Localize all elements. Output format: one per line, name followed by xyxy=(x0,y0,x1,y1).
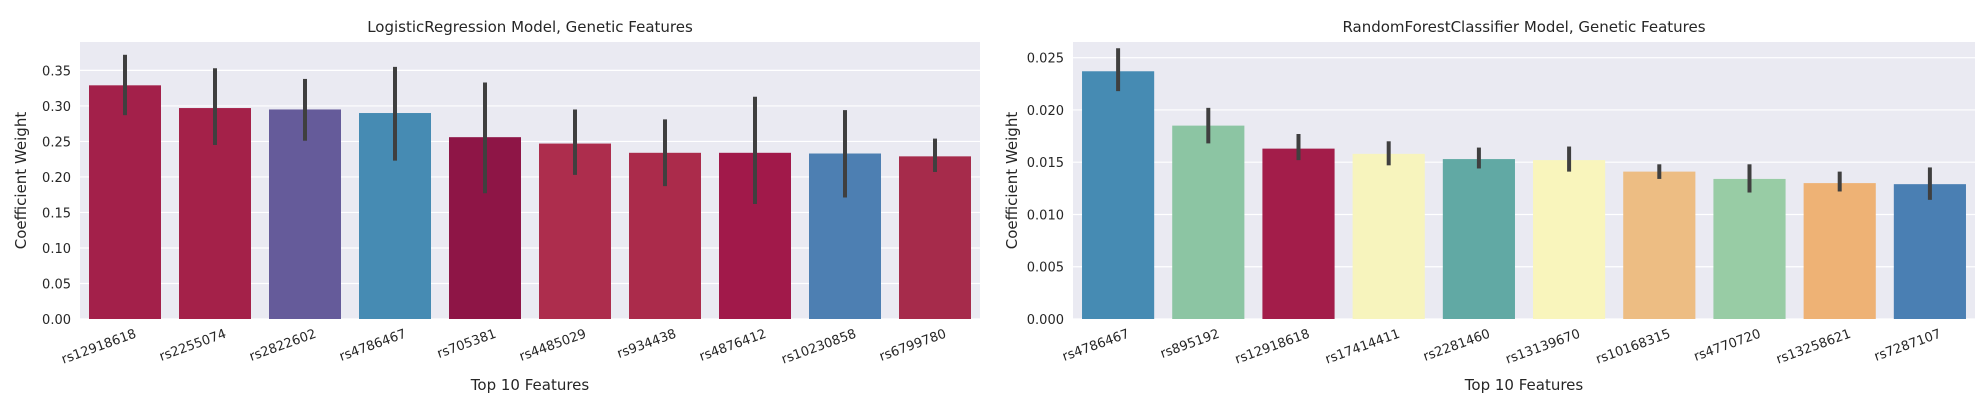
x-tick-label-rs2822602: rs2822602 xyxy=(247,327,318,365)
y-tick-label: 0.35 xyxy=(42,64,71,79)
y-tick-label: 0.30 xyxy=(42,100,71,115)
bar-rs4786467 xyxy=(1082,71,1155,320)
x-tick-label-rs17414411: rs17414411 xyxy=(1323,327,1402,368)
x-tick-label-rs2281460: rs2281460 xyxy=(1421,327,1492,365)
x-tick-label-rs10230858: rs10230858 xyxy=(780,327,859,368)
x-tick-label-rs12918618: rs12918618 xyxy=(60,327,139,368)
chart-panel-logistic-regression: 0.00 0.05 0.10 0.15 0.20 0.25 0.30 0.35 rs12918… xyxy=(12,18,980,394)
bar-rs2281460 xyxy=(1442,159,1515,319)
x-axis-label: Top 10 Features xyxy=(1464,376,1584,394)
x-axis-label: Top 10 Features xyxy=(470,376,590,394)
x-tick-label-rs12918618: rs12918618 xyxy=(1233,327,1312,368)
bar-rs12918618 xyxy=(89,85,161,319)
y-tick-label: 0.25 xyxy=(42,135,71,150)
x-tick-label-rs4876412: rs4876412 xyxy=(697,327,768,365)
x-tick-label-rs934438: rs934438 xyxy=(615,327,678,362)
bars xyxy=(89,85,971,320)
x-tick-label-rs705381: rs705381 xyxy=(435,327,498,362)
chart-panel-random-forest: 0.000 0.005 0.010 0.015 0.020 0.025 rs4786467… xyxy=(1003,18,1975,394)
y-axis-label: Coefficient Weight xyxy=(12,112,30,250)
x-tick-label-rs4786467: rs4786467 xyxy=(337,327,408,365)
chart-title: RandomForestClassifier Model, Genetic Fe… xyxy=(1342,18,1705,36)
y-tick-labels: 0.000 0.005 0.010 0.015 0.020 0.025 xyxy=(1027,52,1064,328)
x-tick-label-rs4786467: rs4786467 xyxy=(1061,327,1132,365)
bar-rs2822602 xyxy=(269,109,341,319)
y-tick-label: 0.010 xyxy=(1027,208,1064,223)
y-tick-label: 0.025 xyxy=(1027,52,1064,67)
bar-rs10168315 xyxy=(1623,171,1696,319)
bar-rs13139670 xyxy=(1533,160,1606,319)
y-axis-label: Coefficient Weight xyxy=(1003,112,1021,250)
y-tick-label: 0.020 xyxy=(1027,104,1064,119)
x-tick-label-rs13258621: rs13258621 xyxy=(1774,327,1853,368)
bar-rs895192 xyxy=(1172,125,1245,319)
x-tick-labels: rs4786467 rs895192 rs12918618 rs17414411 rs2… xyxy=(1061,327,1944,368)
x-tick-label-rs895192: rs895192 xyxy=(1159,327,1222,362)
bar-rs13258621 xyxy=(1803,183,1876,319)
bar-rs7287107 xyxy=(1893,184,1966,319)
y-tick-label: 0.10 xyxy=(42,242,71,257)
bars xyxy=(1082,71,1966,320)
y-tick-label: 0.05 xyxy=(42,277,71,292)
x-tick-label-rs13139670: rs13139670 xyxy=(1504,327,1583,368)
bar-rs4770720 xyxy=(1713,178,1786,319)
error-bars xyxy=(123,54,937,204)
x-tick-label-rs4485029: rs4485029 xyxy=(517,327,588,365)
x-tick-label-rs10168315: rs10168315 xyxy=(1594,327,1673,368)
x-tick-label-rs4770720: rs4770720 xyxy=(1692,327,1763,365)
y-tick-label: 0.000 xyxy=(1027,313,1064,328)
bar-rs12918618 xyxy=(1262,148,1335,319)
x-tick-label-rs6799780: rs6799780 xyxy=(877,327,948,365)
x-tick-label-rs2255074: rs2255074 xyxy=(157,327,228,365)
y-tick-label: 0.015 xyxy=(1027,156,1064,171)
y-tick-label: 0.20 xyxy=(42,171,71,186)
bar-rs17414411 xyxy=(1352,153,1425,319)
y-tick-label: 0.005 xyxy=(1027,261,1064,276)
y-tick-label: 0.15 xyxy=(42,206,71,221)
x-tick-label-rs7287107: rs7287107 xyxy=(1872,327,1943,365)
bar-rs6799780 xyxy=(899,156,971,319)
y-tick-label: 0.00 xyxy=(42,313,71,328)
x-tick-labels: rs12918618 rs2255074 rs2822602 rs4786467 rs7… xyxy=(60,327,949,368)
y-tick-labels: 0.00 0.05 0.10 0.15 0.20 0.25 0.30 0.35 xyxy=(42,64,71,328)
chart-title: LogisticRegression Model, Genetic Featur… xyxy=(367,18,693,36)
error-bars xyxy=(1116,48,1932,200)
